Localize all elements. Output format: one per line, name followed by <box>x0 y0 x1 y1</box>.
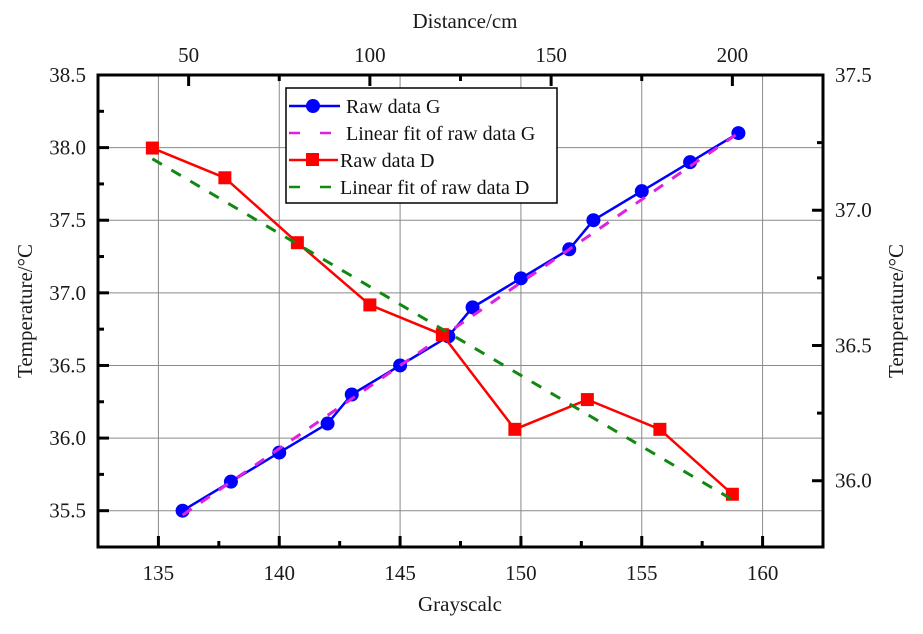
top-axis-tick-label: 100 <box>354 43 386 67</box>
data-point-raw-data-g <box>586 213 601 228</box>
legend-label-linear-fit-g: Linear fit of raw data G <box>346 123 535 145</box>
left-axis-tick-label: 37.0 <box>49 281 86 305</box>
data-point-raw-data-g <box>465 300 480 315</box>
right-axis-tick-label: 37.0 <box>835 198 872 222</box>
bottom-axis-tick-label: 155 <box>626 561 658 585</box>
legend: Raw data G Linear fit of raw data G Raw … <box>285 87 558 204</box>
data-point-raw-data-g <box>634 184 649 199</box>
top-axis-tick-label: 50 <box>178 43 199 67</box>
bottom-axis-tick-label: 160 <box>747 561 779 585</box>
left-axis-tick-label: 38.5 <box>49 63 86 87</box>
data-point-raw-data-d <box>363 298 377 312</box>
data-point-raw-data-g <box>272 445 287 460</box>
top-axis-tick-label: 150 <box>535 43 567 67</box>
legend-marker-raw-data-g <box>306 99 320 113</box>
bottom-axis-tick-label: 145 <box>384 561 416 585</box>
data-point-raw-data-d <box>290 236 304 250</box>
top-axis-title: Distance/cm <box>413 9 518 33</box>
legend-marker-raw-data-d <box>306 153 319 166</box>
left-axis-tick-label: 36.5 <box>49 353 86 377</box>
right-axis-title: Temperature/°C <box>884 244 908 378</box>
legend-item-linear-fit-d: Linear fit of raw data D <box>289 177 529 199</box>
series-line-linear-fit-of-raw-data-d <box>151 157 734 501</box>
top-axis-tick-label: 200 <box>717 43 749 67</box>
legend-label-linear-fit-d: Linear fit of raw data D <box>340 177 529 199</box>
data-point-raw-data-d <box>580 393 594 407</box>
right-axis-tick-label: 36.5 <box>835 333 872 357</box>
data-point-raw-data-d <box>725 487 739 501</box>
data-point-raw-data-g <box>320 416 335 431</box>
bottom-axis-title: Grayscalc <box>418 592 502 616</box>
left-axis-title: Temperature/°C <box>13 244 37 378</box>
data-point-raw-data-d <box>145 141 159 155</box>
data-point-raw-data-d <box>218 171 232 185</box>
left-axis-tick-label: 35.5 <box>49 499 86 523</box>
data-point-raw-data-d <box>653 422 667 436</box>
legend-item-raw-data-d: Raw data D <box>289 150 434 172</box>
bottom-axis-tick-label: 135 <box>143 561 175 585</box>
data-point-raw-data-g <box>513 271 528 286</box>
left-axis-tick-label: 37.5 <box>49 208 86 232</box>
series-line-raw-data-g <box>181 132 740 512</box>
right-axis-tick-label: 36.0 <box>835 469 872 493</box>
legend-label-raw-data-g: Raw data G <box>346 96 440 118</box>
data-point-raw-data-d <box>508 422 522 436</box>
series-layer <box>145 126 746 518</box>
bottom-axis-tick-label: 150 <box>505 561 537 585</box>
left-axis-tick-label: 36.0 <box>49 426 86 450</box>
right-axis-tick-label: 37.5 <box>835 63 872 87</box>
legend-item-raw-data-g: Raw data G <box>289 96 440 118</box>
legend-label-raw-data-d: Raw data D <box>340 150 434 172</box>
ticks: 135 140 145 150 155 160 50 100 150 200 35.5 36.0 36.… <box>49 43 872 585</box>
left-axis-tick-label: 38.0 <box>49 136 86 160</box>
series-line-linear-fit-of-raw-data-g <box>181 131 740 517</box>
bottom-axis-tick-label: 140 <box>264 561 296 585</box>
legend-item-linear-fit-g: Linear fit of raw data G <box>289 123 535 145</box>
